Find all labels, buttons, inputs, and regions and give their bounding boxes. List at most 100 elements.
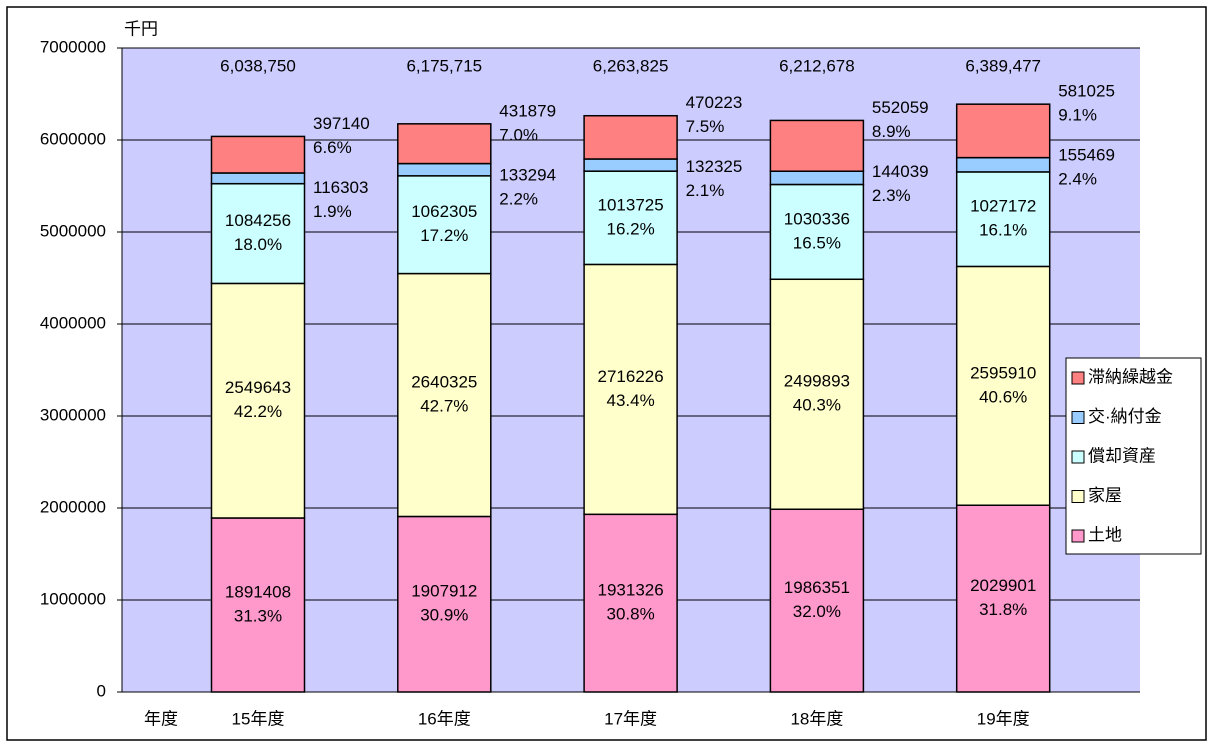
legend-swatch <box>1071 490 1085 503</box>
bar-segment <box>397 162 492 177</box>
percent-label: 18.0% <box>234 235 282 254</box>
bar-segment <box>955 171 1051 268</box>
bar-segment <box>769 183 865 281</box>
value-label: 133294 <box>499 165 556 184</box>
bar-segment <box>769 170 865 186</box>
value-label: 470223 <box>686 93 743 112</box>
percent-label: 7.0% <box>499 125 538 144</box>
percent-label: 43.4% <box>606 391 654 410</box>
bar-segment <box>955 504 1051 693</box>
value-label: 2029901 <box>970 576 1036 595</box>
percent-label: 7.5% <box>686 117 725 136</box>
value-label: 2595910 <box>970 363 1036 382</box>
value-label: 144039 <box>872 162 929 181</box>
y-tick-label: 3000000 <box>40 405 106 424</box>
x-tick-label: 16年度 <box>418 709 471 728</box>
legend-label: 土地 <box>1088 525 1122 544</box>
percent-label: 2.4% <box>1058 170 1097 189</box>
percent-label: 16.2% <box>606 219 654 238</box>
y-unit: 千円 <box>124 19 158 38</box>
bar-segment <box>583 513 678 693</box>
legend-box <box>1065 357 1202 555</box>
percent-label: 2.2% <box>499 189 538 208</box>
legend-label: 償却資産 <box>1088 446 1156 465</box>
percent-label: 16.5% <box>793 233 841 252</box>
percent-label: 40.3% <box>793 396 841 415</box>
percent-label: 2.1% <box>686 181 725 200</box>
value-label: 155469 <box>1058 146 1115 165</box>
bar-segment <box>583 114 678 160</box>
percent-label: 42.7% <box>420 397 468 416</box>
value-label: 1931326 <box>598 581 664 600</box>
x-tick-label: 19年度 <box>977 709 1030 728</box>
value-label: 1084256 <box>225 211 291 230</box>
bar-segment <box>210 282 306 519</box>
legend-swatch <box>1071 411 1085 424</box>
bar-segment <box>397 175 492 275</box>
percent-label: 1.9% <box>313 202 352 221</box>
x-axis-label: 年度 <box>144 709 178 728</box>
value-label: 397140 <box>313 114 370 133</box>
percent-label: 32.0% <box>793 602 841 621</box>
percent-label: 8.9% <box>872 122 911 141</box>
total-label: 6,212,678 <box>779 56 855 75</box>
bar-segment <box>397 123 492 165</box>
bar-segment <box>583 263 678 516</box>
legend-swatch <box>1071 450 1085 464</box>
total-label: 6,263,825 <box>593 56 669 75</box>
value-label: 2549643 <box>225 378 291 397</box>
x-tick-label: 17年度 <box>604 709 657 728</box>
bar-segment <box>955 156 1051 173</box>
legend-swatch <box>1071 529 1085 543</box>
percent-label: 30.8% <box>606 605 654 624</box>
bar-segment <box>210 135 306 174</box>
y-tick-label: 5000000 <box>40 221 106 240</box>
bar-segment <box>769 278 865 511</box>
percent-label: 30.9% <box>420 606 468 625</box>
bar-segment <box>397 272 492 518</box>
value-label: 1013725 <box>598 195 664 214</box>
legend-label: 交·納付金 <box>1088 407 1162 426</box>
percent-label: 6.6% <box>313 138 352 157</box>
percent-label: 40.6% <box>979 387 1027 406</box>
bar-segment <box>210 517 306 693</box>
value-label: 2640325 <box>411 373 477 392</box>
bar-segment <box>583 170 678 266</box>
bar-segment <box>955 265 1051 506</box>
bar-segment <box>583 158 678 172</box>
y-tick-label: 7000000 <box>40 37 106 56</box>
total-label: 6,038,750 <box>220 56 296 75</box>
legend-swatch <box>1071 371 1085 385</box>
bar-segment <box>769 119 865 172</box>
y-tick-label: 1000000 <box>40 589 106 608</box>
percent-label: 42.2% <box>234 402 282 421</box>
value-label: 1907912 <box>411 582 477 601</box>
y-tick-label: 2000000 <box>40 497 106 516</box>
value-label: 1062305 <box>411 202 477 221</box>
y-tick-label: 4000000 <box>40 313 106 332</box>
bar-segment <box>210 182 306 285</box>
value-label: 1030336 <box>784 209 850 228</box>
percent-label: 16.1% <box>979 221 1027 240</box>
value-label: 2716226 <box>598 367 664 386</box>
value-label: 581025 <box>1058 82 1115 101</box>
value-label: 1891408 <box>225 582 291 601</box>
total-label: 6,175,715 <box>406 56 482 75</box>
value-label: 552059 <box>872 98 929 117</box>
percent-label: 31.3% <box>234 606 282 625</box>
bar-segment <box>769 508 865 693</box>
bar-segment <box>955 103 1051 159</box>
percent-label: 17.2% <box>420 226 468 245</box>
value-label: 132325 <box>686 157 743 176</box>
percent-label: 31.8% <box>979 600 1027 619</box>
legend-label: 滞納繰越金 <box>1088 367 1173 386</box>
percent-label: 9.1% <box>1058 106 1097 125</box>
total-label: 6,389,477 <box>965 56 1041 75</box>
value-label: 1986351 <box>784 578 850 597</box>
percent-label: 2.3% <box>872 186 911 205</box>
value-label: 1027172 <box>970 197 1036 216</box>
bar-segment <box>210 172 306 185</box>
y-tick-label: 6000000 <box>40 129 106 148</box>
value-label: 431879 <box>499 101 556 120</box>
